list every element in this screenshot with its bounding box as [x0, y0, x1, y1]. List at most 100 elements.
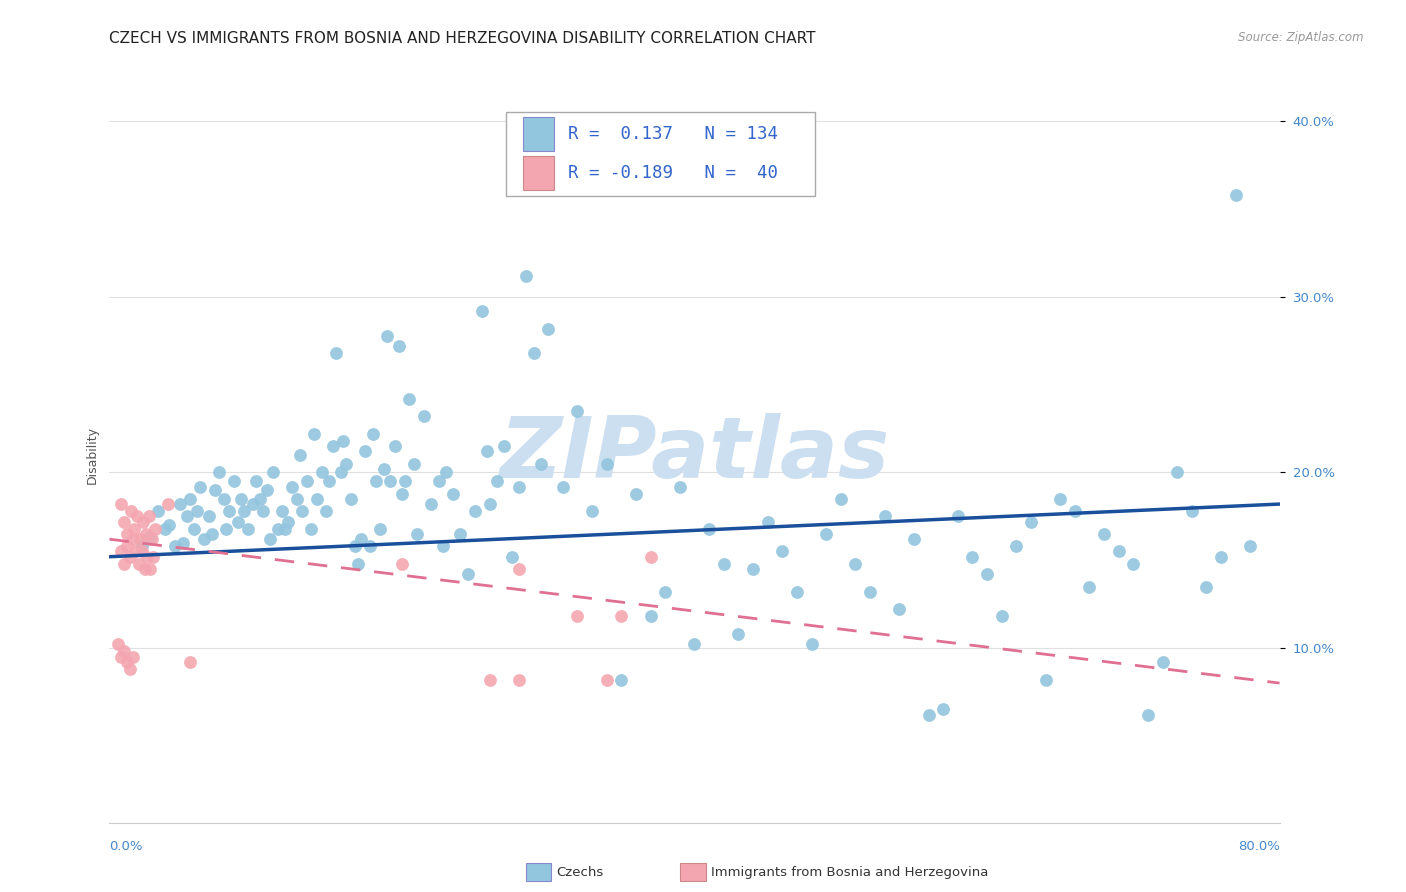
- Point: [139, 530, 162, 544]
- Point: [475, 444, 498, 458]
- Point: [873, 509, 896, 524]
- Point: [233, 504, 256, 518]
- Point: [128, 557, 150, 571]
- Point: [143, 522, 166, 536]
- Point: [391, 486, 413, 500]
- Point: [449, 527, 471, 541]
- Text: 0.0%: 0.0%: [110, 839, 143, 853]
- Point: [756, 515, 779, 529]
- Point: [354, 444, 377, 458]
- Point: [112, 557, 135, 571]
- Point: [242, 497, 264, 511]
- Point: [1019, 515, 1042, 529]
- Point: [110, 649, 132, 664]
- Point: [335, 457, 357, 471]
- Point: [640, 549, 662, 564]
- Text: Czechs: Czechs: [557, 866, 605, 879]
- Point: [508, 479, 530, 493]
- Point: [131, 539, 153, 553]
- Point: [121, 532, 143, 546]
- Point: [307, 491, 329, 506]
- Point: [127, 509, 149, 524]
- Point: [844, 557, 866, 571]
- Point: [329, 466, 352, 480]
- Point: [962, 549, 984, 564]
- Point: [188, 479, 211, 493]
- Point: [249, 491, 271, 506]
- Point: [976, 567, 998, 582]
- Point: [713, 557, 735, 571]
- Point: [1209, 549, 1232, 564]
- Point: [153, 522, 176, 536]
- Y-axis label: Disability: Disability: [86, 425, 98, 484]
- Point: [486, 475, 509, 489]
- Point: [1035, 673, 1057, 687]
- Point: [226, 515, 249, 529]
- Point: [124, 522, 146, 536]
- Point: [405, 527, 427, 541]
- Point: [388, 339, 411, 353]
- Point: [169, 497, 191, 511]
- Point: [567, 609, 589, 624]
- Point: [786, 584, 808, 599]
- Point: [288, 448, 311, 462]
- Point: [624, 486, 647, 500]
- Point: [132, 515, 155, 529]
- Point: [285, 491, 308, 506]
- Point: [1239, 539, 1261, 553]
- Point: [551, 479, 574, 493]
- Point: [277, 515, 299, 529]
- Point: [252, 504, 274, 518]
- Point: [311, 466, 333, 480]
- Point: [125, 544, 148, 558]
- Point: [537, 321, 560, 335]
- Point: [229, 491, 252, 506]
- Point: [581, 504, 603, 518]
- Point: [830, 491, 852, 506]
- Point: [322, 439, 344, 453]
- Text: CZECH VS IMMIGRANTS FROM BOSNIA AND HERZEGOVINA DISABILITY CORRELATION CHART: CZECH VS IMMIGRANTS FROM BOSNIA AND HERZ…: [110, 31, 815, 46]
- Point: [186, 504, 208, 518]
- Point: [201, 527, 224, 541]
- Point: [420, 497, 443, 511]
- Text: R =  0.137   N = 134: R = 0.137 N = 134: [568, 126, 778, 144]
- Point: [373, 462, 395, 476]
- Point: [394, 475, 416, 489]
- Point: [204, 483, 226, 497]
- Point: [256, 483, 278, 497]
- Point: [138, 509, 160, 524]
- Point: [172, 535, 194, 549]
- Point: [434, 466, 457, 480]
- Point: [1005, 539, 1028, 553]
- Point: [697, 522, 720, 536]
- Point: [1122, 557, 1144, 571]
- Point: [156, 497, 179, 511]
- Point: [215, 522, 238, 536]
- Point: [115, 527, 138, 541]
- Point: [295, 475, 318, 489]
- Point: [325, 346, 347, 360]
- Point: [596, 457, 619, 471]
- Point: [134, 562, 156, 576]
- Point: [917, 707, 939, 722]
- Point: [683, 637, 706, 651]
- Point: [932, 702, 955, 716]
- Point: [471, 304, 494, 318]
- Point: [770, 544, 793, 558]
- Point: [478, 497, 501, 511]
- Point: [1049, 491, 1071, 506]
- Point: [115, 539, 138, 553]
- Point: [441, 486, 464, 500]
- Point: [179, 491, 201, 506]
- Point: [281, 479, 304, 493]
- Point: [508, 673, 530, 687]
- Point: [157, 518, 180, 533]
- Point: [120, 504, 142, 518]
- Point: [640, 609, 662, 624]
- Point: [669, 479, 692, 493]
- Point: [112, 644, 135, 658]
- Text: 80.0%: 80.0%: [1237, 839, 1279, 853]
- Point: [141, 532, 163, 546]
- Point: [508, 562, 530, 576]
- Point: [402, 457, 425, 471]
